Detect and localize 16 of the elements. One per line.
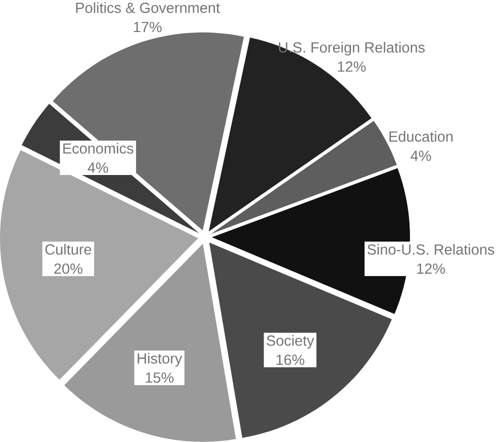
data-label: 12% [338, 62, 366, 72]
slice-label: Politics & Government [76, 2, 220, 14]
data-label: 15% [146, 372, 174, 383]
data-label: 12% [417, 264, 445, 274]
slice-label: Culture [45, 244, 92, 255]
data-label: 20% [54, 264, 82, 274]
data-label: 4% [88, 162, 108, 173]
slice-label: Education [389, 131, 453, 142]
slice-label: U.S. Foreign Relations [278, 42, 425, 56]
slice-label: Economics [63, 142, 134, 154]
slice-label: Sino-U.S. Relations [367, 244, 494, 255]
slice-label: Society [266, 335, 314, 349]
data-label: 16% [276, 354, 304, 366]
data-label: 17% [134, 22, 162, 32]
slice-label: History [138, 352, 182, 367]
data-label: 4% [410, 150, 431, 161]
